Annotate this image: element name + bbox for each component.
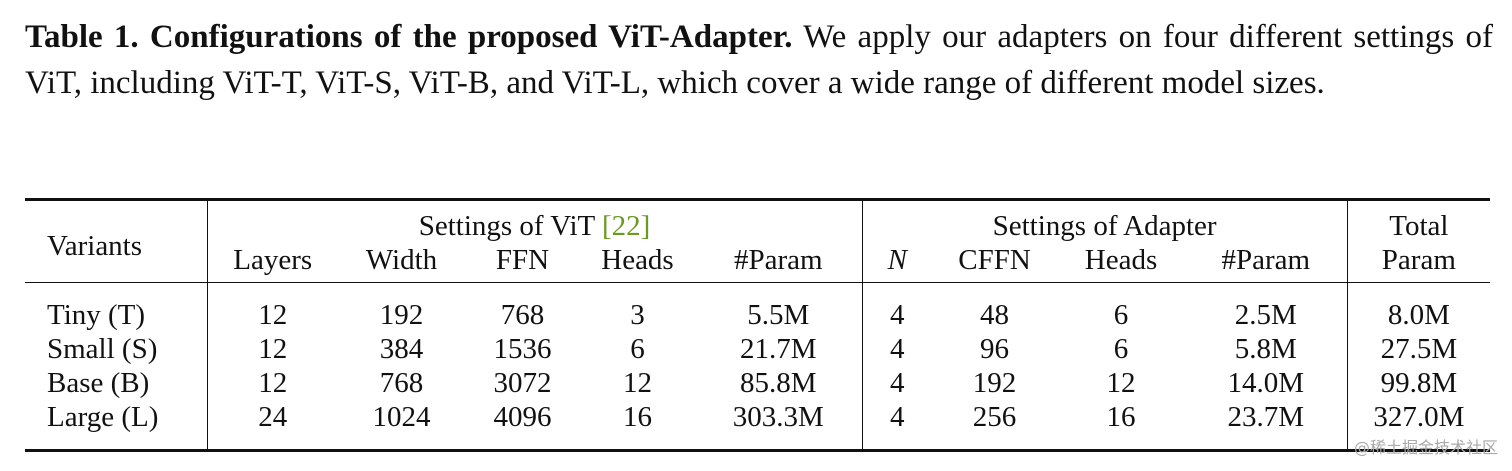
column-header: #Param — [733, 244, 823, 276]
cell: 3 — [630, 299, 645, 331]
cell: 256 — [972, 401, 1017, 433]
column-header: Heads — [601, 244, 674, 276]
column-header: Width — [365, 244, 438, 276]
table-row: Tiny (T) 12 192 768 3 5.5M 4 48 6 2.5M 8.0M — [25, 282, 1491, 332]
column-header: N — [861, 243, 933, 283]
caption-text: We apply our adapters on four different … — [25, 19, 1493, 101]
cell: 5.8M — [1234, 333, 1297, 365]
header-cell: Variants — [47, 229, 143, 262]
column-header: Layers — [206, 243, 338, 283]
row-label: Tiny (T) — [47, 299, 146, 331]
cell: 6 — [630, 333, 645, 365]
cell: 4 — [861, 282, 933, 332]
watermark: @稀土掘金技术社区 — [1353, 438, 1498, 457]
row-label: Small (S) — [47, 333, 158, 365]
column-header: #Param — [1221, 244, 1311, 276]
group-label: Settings of ViT — [418, 210, 595, 242]
cell: 12 — [206, 366, 338, 400]
cell: 384 — [379, 333, 424, 365]
cell: 303.3M — [732, 401, 824, 433]
cell: 4 — [861, 366, 933, 400]
cell: 23.7M — [1227, 401, 1305, 433]
cell: 2.5M — [1234, 299, 1297, 331]
table-row: Large (L) 24 1024 4096 16 303.3M 4 256 16 23.7M 32… — [25, 400, 1491, 451]
cell: 16 — [1106, 401, 1136, 433]
cell: 327.0M — [1346, 400, 1491, 451]
cell: 12 — [206, 282, 338, 332]
cell: 4 — [861, 332, 933, 366]
caption: Table 1. Configurations of the proposed … — [25, 14, 1493, 106]
cell: 8.0M — [1346, 282, 1491, 332]
cell: 96 — [980, 333, 1010, 365]
cell: 48 — [980, 299, 1010, 331]
cell: 6 — [1113, 333, 1129, 365]
column-header: Param — [1346, 243, 1491, 283]
header-row: Layers Width FFN Heads #Param N CFFN Heads #Para… — [25, 243, 1491, 283]
column-header: Heads — [1084, 244, 1158, 276]
cell: 1024 — [372, 401, 431, 433]
row-label: Large (L) — [47, 401, 159, 433]
cell: 768 — [379, 367, 424, 399]
cell: 12 — [1106, 367, 1136, 399]
cell: 27.5M — [1346, 332, 1491, 366]
header-row: Variants Settings of ViT [22] Settings of … — [25, 199, 1491, 262]
cell: 14.0M — [1227, 367, 1305, 399]
cell: 16 — [623, 401, 652, 433]
cell: 4 — [861, 400, 933, 451]
group-header: Settings of Adapter — [861, 199, 1348, 243]
header-cell: Total — [1346, 199, 1491, 243]
group-header: Settings of ViT [22] — [206, 199, 863, 243]
column-header: CFFN — [958, 244, 1031, 276]
config-table: Variants Settings of ViT [22] Settings of … — [25, 198, 1491, 452]
cell: 192 — [972, 367, 1017, 399]
table-row: Base (B) 12 768 3072 12 85.8M 4 192 12 14.0M 99.8M — [25, 366, 1491, 400]
cell: 85.8M — [740, 367, 817, 399]
cell: 12 — [206, 332, 338, 366]
cell: 768 — [500, 299, 545, 331]
cell: 1536 — [493, 333, 552, 365]
column-header: FFN — [495, 244, 550, 276]
cell: 5.5M — [747, 299, 810, 331]
cell: 24 — [206, 400, 338, 451]
table-row: Small (S) 12 384 1536 6 21.7M 4 96 6 5.8M 27.5M — [25, 332, 1491, 366]
cell: 6 — [1113, 299, 1129, 331]
cell: 12 — [623, 367, 652, 399]
cell: 21.7M — [740, 333, 817, 365]
citation: [22] — [602, 210, 651, 242]
cell: 192 — [379, 299, 424, 331]
cell: 3072 — [493, 367, 552, 399]
cell: 4096 — [493, 401, 552, 433]
cell: 99.8M — [1346, 366, 1491, 400]
row-label: Base (B) — [47, 367, 150, 399]
caption-label: Table 1. Configurations of the proposed … — [25, 19, 793, 55]
group-label: Settings of Adapter — [992, 210, 1217, 242]
